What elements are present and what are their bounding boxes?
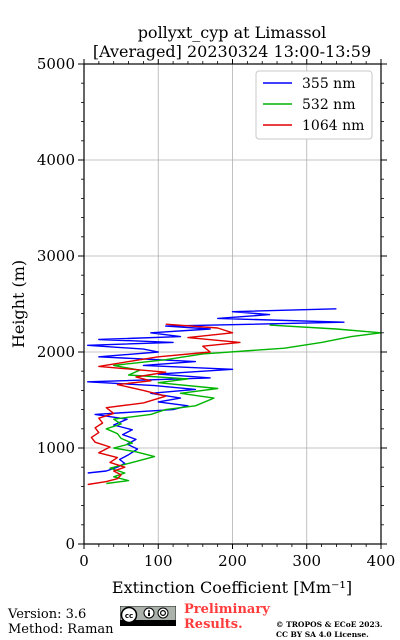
copyright-line-1: © TROPOS & ECoE 2023.: [276, 620, 383, 629]
preliminary-results-note: Preliminary Results.: [184, 602, 270, 632]
legend-label-532: 532 nm: [302, 97, 355, 113]
legend-label-1064: 1064 nm: [302, 118, 364, 134]
legend-box: [255, 70, 373, 140]
y-axis-label: Height (m): [9, 260, 28, 348]
copyright-line-2: CC BY SA 4.0 License.: [276, 630, 369, 639]
version-label: Version: 3.6: [8, 607, 87, 622]
chart-title: pollyxt_cyp at Limassol: [138, 23, 327, 42]
x-axis-label: Extinction Coefficient [Mm⁻¹]: [112, 578, 352, 597]
y-tick-label: 5000: [37, 55, 75, 73]
extinction-profile-chart: pollyxt_cyp at Limassol [Averaged] 20230…: [9, 23, 396, 597]
x-tick-label: 0: [79, 552, 89, 570]
cc-by-sa-icon: cc: [120, 606, 176, 626]
series-line-1064-nm: [87, 323, 241, 486]
svg-text:cc: cc: [125, 612, 133, 620]
x-tick-label: 100: [144, 552, 173, 570]
chart-subtitle: [Averaged] 20230324 13:00-13:59: [93, 42, 371, 61]
preliminary-line-1: Preliminary: [184, 602, 270, 617]
y-tick-label: 2000: [37, 343, 75, 361]
x-tick-label: 200: [218, 552, 247, 570]
series-line-532-nm: [105, 324, 382, 485]
x-tick-label: 400: [367, 552, 396, 570]
x-tick-label: 300: [292, 552, 321, 570]
method-label: Method: Raman: [8, 622, 114, 637]
preliminary-line-2: Results.: [184, 617, 243, 632]
y-tick-label: 0: [65, 535, 75, 553]
y-tick-label: 1000: [37, 439, 75, 457]
y-tick-label: 4000: [37, 151, 75, 169]
legend: 355 nm 532 nm 1064 nm: [255, 70, 373, 140]
copyright-note: © TROPOS & ECoE 2023. CC BY SA 4.0 Licen…: [276, 620, 383, 640]
legend-label-355: 355 nm: [302, 76, 355, 92]
y-tick-label: 3000: [37, 247, 75, 265]
series-lines: [86, 308, 382, 486]
